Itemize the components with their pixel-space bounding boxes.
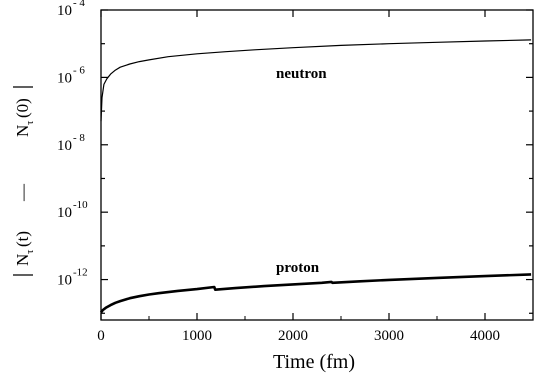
y-label-n-t: N (13, 254, 32, 266)
y-tick-exponent: - 8 (73, 132, 85, 144)
x-tick-label: 1000 (182, 328, 212, 344)
series-label-proton: proton (276, 260, 320, 276)
y-axis-label: N τ (t) — N τ (0) (13, 86, 36, 276)
series-layer (99, 39, 532, 314)
x-tick-label: 3000 (374, 328, 404, 344)
plot-frame (100, 9, 534, 321)
series-line-proton (99, 273, 532, 314)
y-tick-exponent: -12 (73, 267, 88, 279)
series-label-neutron: neutron (276, 66, 327, 82)
series-line-neutron (100, 39, 532, 122)
y-tick-exponent: - 4 (73, 0, 85, 9)
x-axis-label: Time (fm) (273, 351, 355, 373)
y-tick-label: 10 (57, 205, 72, 221)
x-tick-label: 0 (97, 328, 105, 344)
y-tick-label: 10 (57, 138, 72, 154)
y-tick-label: 10 (57, 3, 72, 19)
y-tick-label: 10 (57, 273, 72, 289)
y-tick-exponent: - 6 (73, 64, 85, 76)
y-tick-exponent: -10 (73, 199, 88, 211)
y-label-arg-right: (0) (13, 98, 32, 118)
y-label-minus: — (13, 183, 32, 202)
y-label-sub-left: τ (24, 249, 36, 254)
x-tick-label: 4000 (470, 328, 500, 344)
y-label-arg-left: (t) (13, 231, 32, 247)
x-tick-label: 2000 (278, 328, 308, 344)
y-tick-label: 10 (57, 70, 72, 86)
y-label-sub-right: τ (24, 120, 36, 125)
x-axis: 0 1000 2000 3000 4000 (97, 10, 500, 344)
y-label-n-0: N (13, 125, 32, 137)
